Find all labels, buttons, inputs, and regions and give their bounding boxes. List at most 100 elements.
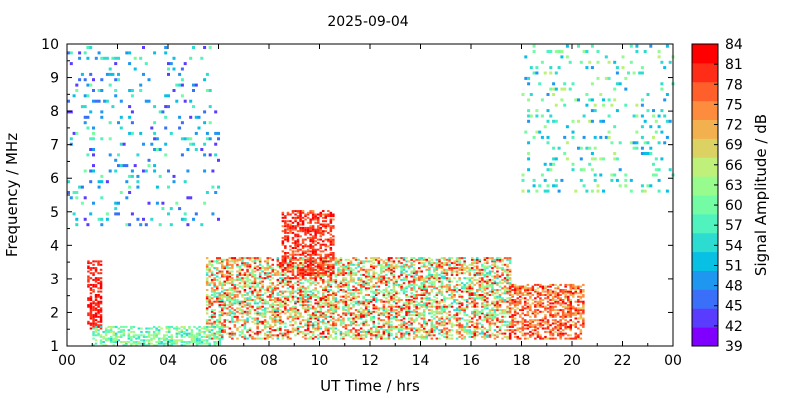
heatmap-cell (364, 312, 368, 315)
heatmap-cell (183, 327, 186, 330)
heatmap-cell (561, 309, 565, 312)
heatmap-cell (140, 339, 143, 342)
heatmap-cell (481, 324, 484, 327)
heatmap-cell (438, 337, 441, 340)
heatmap-cell (97, 277, 100, 280)
heatmap-cell (367, 283, 370, 286)
heatmap-cell (357, 304, 360, 307)
heatmap-cell (236, 273, 239, 276)
heatmap-cell (92, 314, 95, 317)
heatmap-cell (506, 258, 509, 261)
heatmap-cell (473, 262, 476, 265)
heatmap-cell (223, 295, 226, 298)
heatmap-cell (486, 297, 489, 300)
heatmap-cell (94, 339, 98, 342)
heatmap-cell (120, 341, 123, 343)
heatmap-cell (332, 278, 335, 281)
heatmap-cell (392, 295, 396, 298)
heatmap-cell (392, 300, 396, 303)
heatmap-cell (397, 310, 401, 313)
heatmap-cell (582, 289, 585, 291)
heatmap-cell (327, 231, 330, 234)
heatmap-cell (322, 302, 325, 305)
heatmap-cell (309, 335, 312, 338)
heatmap-cell (208, 335, 211, 338)
heatmap-cell (556, 300, 560, 303)
heatmap-cell (569, 287, 572, 290)
heatmap-cell (210, 265, 214, 268)
heatmap-cell (359, 330, 363, 333)
heatmap-cell (481, 325, 484, 328)
heatmap-cell (382, 332, 386, 335)
heatmap-cell (284, 221, 287, 224)
heatmap-cell (243, 273, 247, 276)
heatmap-cell (92, 78, 95, 82)
heatmap-cell (284, 290, 287, 293)
heatmap-cell (387, 278, 391, 281)
heatmap-cell (97, 334, 100, 337)
heatmap-cell (377, 260, 381, 263)
heatmap-cell (488, 285, 492, 288)
heatmap-cell (322, 220, 325, 223)
heatmap-cell (339, 289, 343, 291)
heatmap-cell (405, 337, 408, 340)
heatmap-cell (329, 218, 333, 221)
heatmap-cell (311, 250, 315, 253)
heatmap-cell (246, 307, 249, 310)
heatmap-cell (276, 320, 280, 323)
heatmap-cell (435, 302, 439, 305)
heatmap-cell (243, 324, 247, 327)
heatmap-cell (291, 289, 295, 291)
heatmap-cell (314, 262, 317, 265)
heatmap-cell (476, 319, 479, 322)
heatmap-cell (481, 319, 484, 322)
heatmap-cell (286, 337, 290, 340)
heatmap-cell (99, 263, 103, 266)
heatmap-cell (89, 277, 93, 280)
heatmap-cell (284, 309, 287, 312)
heatmap-cell (337, 319, 340, 322)
heatmap-cell (476, 289, 479, 291)
heatmap-cell (289, 290, 292, 293)
heatmap-cell (400, 319, 403, 322)
heatmap-cell (493, 263, 497, 266)
heatmap-cell (175, 332, 179, 335)
heatmap-cell (221, 290, 224, 293)
heatmap-cell (488, 272, 492, 275)
heatmap-cell (337, 290, 340, 293)
heatmap-cell (493, 282, 497, 285)
heatmap-cell (400, 272, 403, 275)
heatmap-cell (503, 270, 507, 273)
heatmap-cell (266, 325, 269, 328)
heatmap-cell (218, 282, 221, 285)
heatmap-cell (481, 290, 484, 293)
heatmap-cell (339, 272, 343, 275)
heatmap-cell (299, 325, 302, 328)
heatmap-cell (579, 292, 583, 295)
heatmap-cell (380, 275, 383, 278)
heatmap-cell (311, 216, 315, 219)
heatmap-cell (218, 257, 221, 260)
heatmap-cell (352, 273, 355, 276)
heatmap-cell (364, 332, 368, 335)
heatmap-cell (455, 287, 459, 290)
heatmap-cell (375, 294, 378, 296)
heatmap-cell (440, 300, 444, 303)
heatmap-cell (574, 310, 577, 313)
heatmap-cell (529, 334, 532, 337)
heatmap-cell (92, 322, 95, 325)
heatmap-cell (332, 213, 335, 216)
heatmap-cell (175, 342, 179, 345)
heatmap-cell (410, 257, 413, 260)
heatmap-cell (440, 262, 444, 265)
heatmap-cell (390, 334, 393, 337)
heatmap-cell (554, 309, 557, 312)
heatmap-cell (521, 324, 524, 327)
heatmap-cell (430, 265, 434, 268)
heatmap-cell (440, 280, 444, 283)
heatmap-cell (258, 297, 262, 300)
heatmap-cell (130, 337, 133, 340)
heatmap-cell (425, 335, 428, 338)
heatmap-cell (473, 315, 476, 318)
heatmap-cell (263, 307, 267, 310)
